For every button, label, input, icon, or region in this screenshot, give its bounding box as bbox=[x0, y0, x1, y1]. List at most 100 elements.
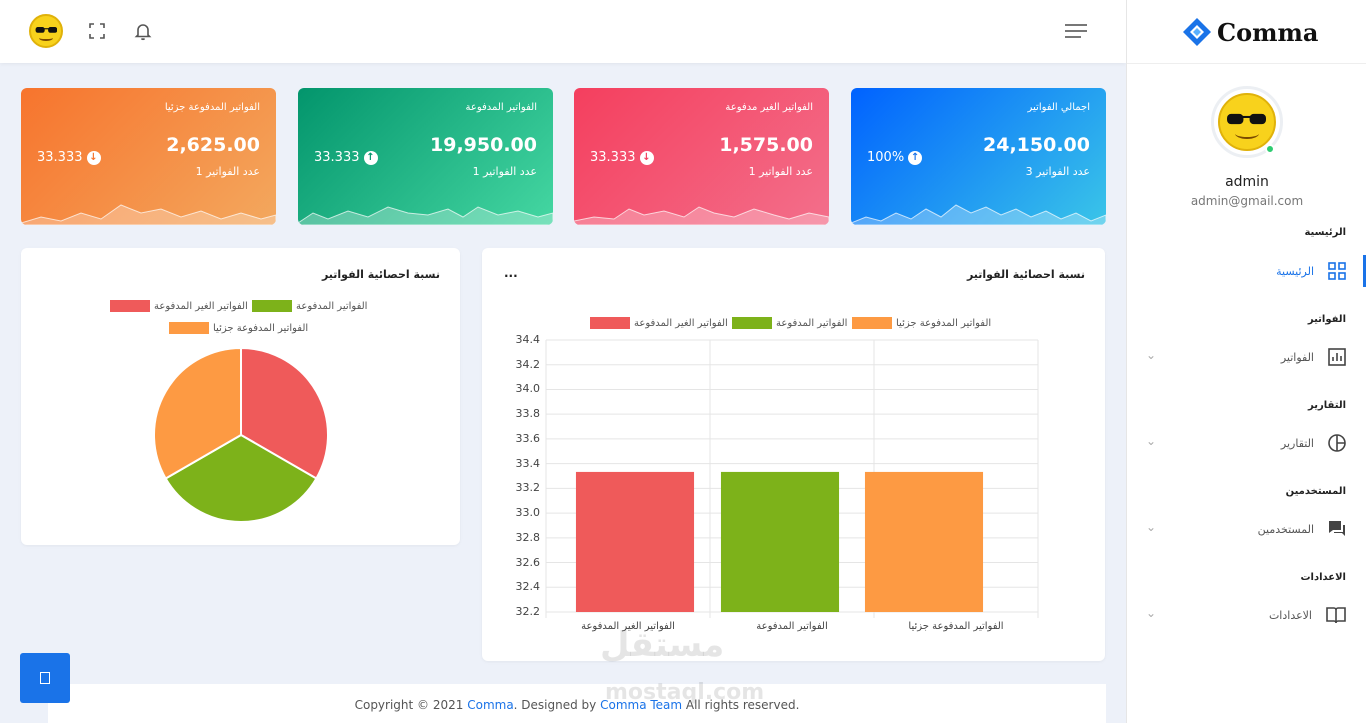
sidebar-item-label: الرئيسية bbox=[1276, 264, 1314, 278]
pie-slice[interactable] bbox=[164, 433, 318, 523]
card-title: الفواتير الغير مدفوعة bbox=[725, 102, 813, 113]
pie-chart-icon bbox=[1328, 434, 1346, 452]
legend-swatch bbox=[732, 317, 772, 329]
bar[interactable] bbox=[864, 471, 984, 612]
card-percent-value: 33.333 bbox=[37, 150, 83, 165]
sidebar-item-invoices[interactable]: ⌄ الفواتير bbox=[1146, 346, 1346, 368]
legend-item[interactable]: الفواتير المدفوعة جزئيا bbox=[169, 322, 308, 334]
bar[interactable] bbox=[720, 471, 840, 612]
user-email: admin@gmail.com bbox=[1190, 194, 1304, 208]
card-percent: 33.333 ↓ bbox=[590, 150, 654, 165]
square-icon bbox=[40, 672, 50, 684]
bell-icon[interactable] bbox=[132, 20, 154, 42]
legend-label: الفواتير المدفوعة جزئيا bbox=[896, 317, 992, 329]
section-title-reports: التقارير bbox=[1308, 400, 1346, 411]
fullscreen-icon[interactable] bbox=[86, 20, 108, 42]
sidebar-item-label: التقارير bbox=[1280, 436, 1314, 450]
card-amount: 1,575.00 bbox=[719, 134, 813, 156]
legend-label: الفواتير الغير المدفوعة bbox=[154, 300, 248, 312]
bar-chart-icon bbox=[1328, 348, 1346, 366]
menu-toggle-icon[interactable] bbox=[1065, 24, 1087, 40]
footer-designed-by: . Designed by bbox=[513, 698, 601, 712]
user-avatar-small[interactable] bbox=[29, 14, 63, 48]
legend-item[interactable]: الفواتير الغير المدفوعة bbox=[590, 317, 728, 329]
y-tick-label: 32.2 bbox=[515, 605, 541, 618]
card-title: الفواتير المدفوعة جزئيا bbox=[164, 102, 260, 113]
card-title: الفواتير المدفوعة bbox=[465, 102, 537, 113]
legend-label: الفواتير المدفوعة bbox=[296, 300, 368, 312]
watermark-url: mostaql.com bbox=[605, 680, 765, 705]
legend-swatch bbox=[110, 300, 150, 312]
floating-action-button[interactable] bbox=[20, 653, 70, 703]
bar-chart-panel: نسبة احصائية الفواتير ... الفواتير المدف… bbox=[482, 248, 1105, 661]
chat-icon bbox=[1329, 521, 1345, 536]
footer-rights: All rights reserved. bbox=[682, 698, 800, 712]
watermark-logo: مستقل bbox=[600, 625, 725, 665]
sidebar-item-settings[interactable]: ⌄ الاعدادات bbox=[1146, 604, 1346, 626]
footer-brand-link[interactable]: Comma bbox=[467, 698, 514, 712]
card-percent: 33.333 ↓ bbox=[37, 150, 101, 165]
x-tick-label: الفواتير الغير المدفوعة bbox=[581, 621, 675, 632]
card-unpaid-invoices: الفواتير الغير مدفوعة 1,575.00 عدد الفوا… bbox=[574, 88, 829, 225]
card-percent: 33.333 ↑ bbox=[314, 150, 378, 165]
card-percent-value: 33.333 bbox=[590, 150, 636, 165]
y-tick-label: 33.6 bbox=[515, 431, 541, 445]
book-icon bbox=[1326, 607, 1346, 624]
more-options-icon[interactable]: ... bbox=[504, 266, 518, 280]
footer-team-link[interactable]: Comma Team bbox=[600, 698, 683, 712]
sidebar-item-label: المستخدمين bbox=[1257, 522, 1314, 536]
section-title-settings: الاعدادات bbox=[1300, 572, 1346, 583]
legend-swatch bbox=[252, 300, 292, 312]
footer-copyright: Copyright © 2021 bbox=[354, 698, 468, 712]
sidebar-item-label: الفواتير bbox=[1280, 350, 1314, 364]
sidebar-item-reports[interactable]: ⌄ التقارير bbox=[1146, 432, 1346, 454]
card-sparkline bbox=[851, 204, 1106, 225]
y-tick-label: 32.6 bbox=[515, 555, 541, 569]
legend-item[interactable]: الفواتير المدفوعة جزئيا bbox=[852, 317, 991, 329]
arrow-down-icon: ↓ bbox=[86, 150, 101, 165]
card-sparkline bbox=[574, 206, 829, 225]
legend-item[interactable]: الفواتير المدفوعة bbox=[252, 300, 367, 312]
legend-item[interactable]: الفواتير المدفوعة bbox=[732, 317, 847, 329]
pie-chart bbox=[153, 346, 329, 523]
user-name: admin bbox=[1225, 174, 1269, 190]
sidebar-item-label: الاعدادات bbox=[1268, 608, 1312, 622]
logo[interactable]: Comma bbox=[1183, 16, 1318, 48]
online-status-dot bbox=[1265, 144, 1275, 154]
logo-icon bbox=[1183, 18, 1211, 46]
chevron-down-icon: ⌄ bbox=[1146, 434, 1157, 448]
footer: Copyright © 2021 Comma. Designed by Comm… bbox=[48, 684, 1106, 723]
y-tick-label: 33.2 bbox=[515, 481, 541, 495]
card-percent-value: 100% bbox=[867, 150, 905, 165]
active-indicator bbox=[1363, 255, 1366, 287]
card-count: عدد الفواتير 1 bbox=[195, 165, 260, 178]
arrow-up-icon: ↑ bbox=[363, 150, 378, 165]
pie-slice[interactable] bbox=[240, 346, 329, 480]
legend-item[interactable]: الفواتير الغير المدفوعة bbox=[110, 300, 248, 312]
chevron-down-icon: ⌄ bbox=[1146, 348, 1157, 362]
bar[interactable] bbox=[575, 471, 695, 612]
legend-label: الفواتير المدفوعة جزئيا bbox=[213, 322, 309, 334]
y-tick-label: 33.8 bbox=[515, 407, 541, 421]
sidebar-item-home[interactable]: الرئيسية bbox=[1146, 260, 1346, 282]
pie-slice[interactable] bbox=[153, 346, 242, 480]
card-count: عدد الفواتير 1 bbox=[472, 165, 537, 178]
y-tick-label: 34.2 bbox=[515, 357, 541, 371]
chevron-down-icon: ⌄ bbox=[1146, 520, 1157, 534]
card-percent: 100% ↑ bbox=[867, 150, 923, 165]
card-percent-value: 33.333 bbox=[314, 150, 360, 165]
top-bar bbox=[0, 0, 1126, 63]
y-tick-label: 34.0 bbox=[515, 382, 541, 396]
card-sparkline bbox=[21, 204, 276, 225]
legend-label: الفواتير المدفوعة bbox=[776, 317, 848, 329]
x-tick-label: الفواتير المدفوعة bbox=[756, 621, 828, 632]
card-amount: 24,150.00 bbox=[983, 134, 1090, 156]
card-total-invoices: اجمالي الفواتير 24,150.00 عدد الفواتير 3… bbox=[851, 88, 1106, 225]
card-amount: 2,625.00 bbox=[166, 134, 260, 156]
section-title-invoices: الفواتير bbox=[1307, 314, 1346, 325]
legend-swatch bbox=[852, 317, 892, 329]
profile-avatar[interactable] bbox=[1211, 86, 1283, 158]
legend-swatch bbox=[590, 317, 630, 329]
card-sparkline bbox=[298, 206, 553, 225]
sidebar-item-users[interactable]: ⌄ المستخدمين bbox=[1146, 518, 1346, 540]
